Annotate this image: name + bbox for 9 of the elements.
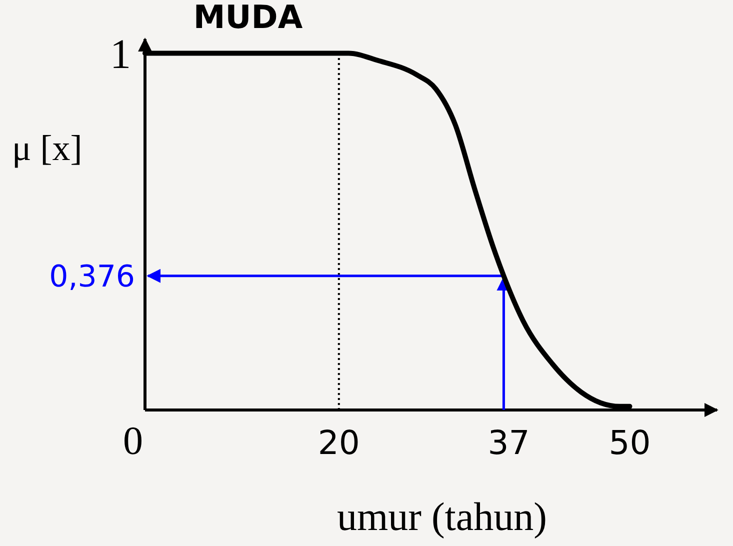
y-tick-label: 1 xyxy=(110,32,131,78)
x-tick-label: 37 xyxy=(488,423,530,462)
y-tick-label: 0,376 xyxy=(49,259,135,294)
x-tick-label: 20 xyxy=(318,423,360,462)
x-axis-title: umur (tahun) xyxy=(337,494,547,539)
x-tick-label: 0 xyxy=(123,418,143,463)
chart-title: MUDA xyxy=(193,0,303,36)
x-tick-label: 50 xyxy=(608,423,651,462)
y-axis-title: μ [x] xyxy=(12,128,82,168)
